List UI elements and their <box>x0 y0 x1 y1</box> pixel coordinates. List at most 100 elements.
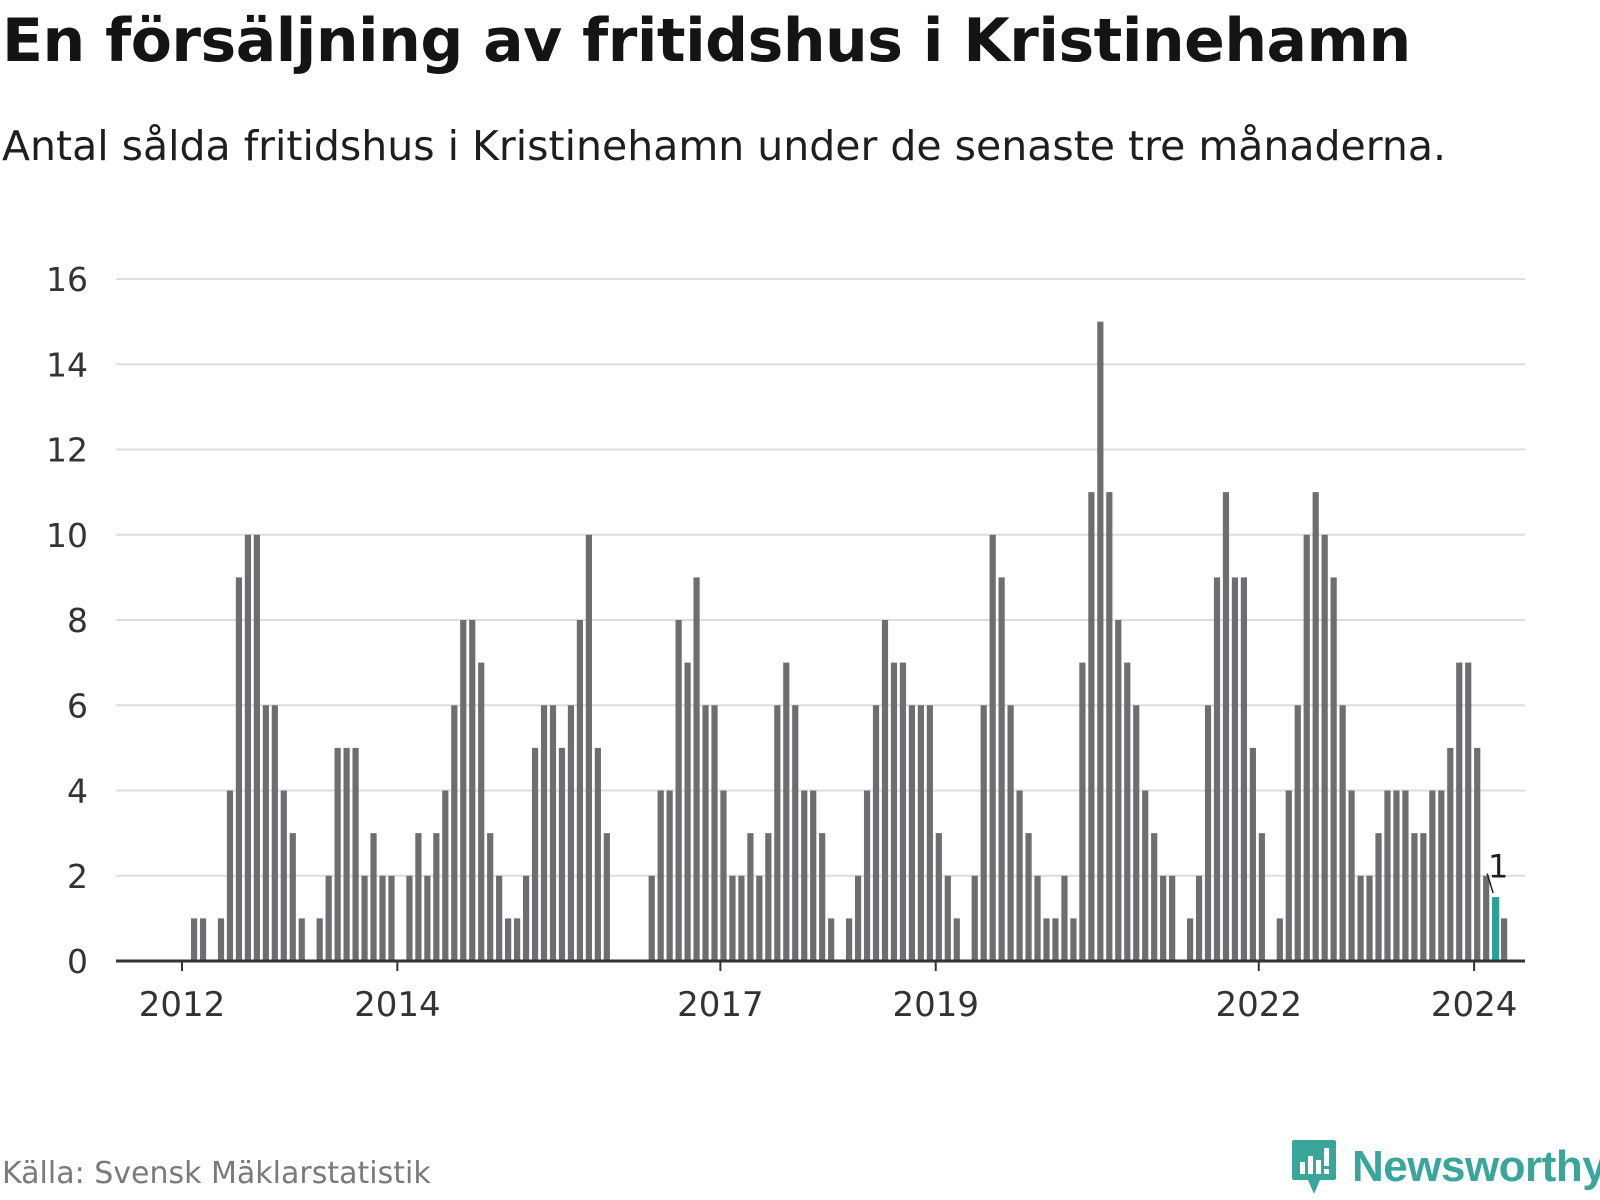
bar <box>908 705 916 961</box>
bar <box>1447 747 1454 961</box>
bar <box>1079 662 1086 961</box>
bar <box>522 875 530 961</box>
bar <box>657 790 664 961</box>
brand[interactable]: Newsworthy <box>1290 1138 1600 1196</box>
bar <box>1025 833 1032 961</box>
bar <box>1240 577 1248 961</box>
bar <box>280 790 287 961</box>
y-tick-label: 12 <box>46 431 88 470</box>
bar <box>738 875 745 961</box>
y-tick-label: 16 <box>46 260 88 299</box>
chart-subtitle: Antal sålda fritidshus i Kristinehamn un… <box>2 122 1447 170</box>
bar <box>1330 577 1337 961</box>
bar <box>1169 875 1176 961</box>
bar <box>469 620 476 961</box>
bar <box>343 747 350 961</box>
bar <box>298 918 305 961</box>
bar <box>1124 662 1131 961</box>
bar <box>1321 534 1328 961</box>
bar <box>1456 662 1463 961</box>
bar <box>1061 875 1068 961</box>
bar <box>971 875 978 961</box>
bar <box>989 534 996 961</box>
bar <box>926 705 933 961</box>
bar <box>1160 875 1167 961</box>
bar <box>1384 790 1391 961</box>
y-tick-label: 0 <box>67 942 88 981</box>
bar <box>899 662 907 961</box>
bar <box>1276 918 1283 961</box>
brand-name: Newsworthy <box>1352 1142 1600 1191</box>
bar <box>253 534 260 961</box>
bar <box>388 875 395 961</box>
bar <box>567 705 575 961</box>
bar <box>451 705 458 961</box>
bar <box>478 662 485 961</box>
x-tick-label: 2017 <box>677 985 764 1025</box>
bar <box>603 833 610 961</box>
bar <box>1438 790 1445 961</box>
bar <box>262 705 269 961</box>
bar <box>1393 790 1400 961</box>
y-tick-label: 6 <box>67 686 88 725</box>
bar <box>558 747 566 961</box>
bar <box>289 833 296 961</box>
bar <box>370 833 377 961</box>
bar <box>881 620 889 961</box>
bar <box>1151 833 1158 961</box>
bar <box>729 875 736 961</box>
bar <box>1429 790 1436 961</box>
bar <box>666 790 673 961</box>
x-tick-label: 2012 <box>139 985 226 1025</box>
bar <box>935 833 942 961</box>
bar <box>424 875 431 961</box>
bar <box>1465 662 1472 961</box>
bar <box>549 705 557 961</box>
bar <box>1195 875 1203 961</box>
bar <box>819 833 826 961</box>
y-tick-label: 8 <box>67 601 88 640</box>
bar <box>774 705 781 961</box>
bar <box>334 747 341 961</box>
bar <box>702 705 709 961</box>
bar <box>1231 577 1239 961</box>
y-tick-label: 2 <box>67 857 88 896</box>
bar <box>1474 747 1481 961</box>
bar <box>496 875 503 961</box>
chart-title: En försäljning av fritidshus i Kristineh… <box>2 6 1411 76</box>
bar <box>1222 492 1230 961</box>
bar <box>693 577 700 961</box>
bar <box>917 705 924 961</box>
bar <box>953 918 960 961</box>
bar <box>720 790 727 961</box>
bar <box>415 833 422 961</box>
bar <box>576 620 584 961</box>
bar <box>872 705 880 961</box>
bar <box>505 918 512 961</box>
bar <box>433 833 440 961</box>
x-tick-label: 2019 <box>892 985 979 1025</box>
bar <box>585 534 592 961</box>
bar <box>199 918 207 961</box>
bar <box>1052 918 1059 961</box>
bar <box>1375 833 1382 961</box>
bar <box>792 705 799 961</box>
bar <box>675 620 682 961</box>
bar <box>487 833 494 961</box>
bar <box>460 620 467 961</box>
bar <box>783 662 790 961</box>
bar <box>1483 875 1490 961</box>
bar <box>1204 705 1212 961</box>
bar <box>316 918 323 961</box>
bar <box>998 577 1005 961</box>
bar <box>1016 790 1023 961</box>
bar <box>1043 918 1050 961</box>
bar <box>756 875 763 961</box>
bar <box>190 918 198 961</box>
bar <box>944 875 951 961</box>
bar <box>765 833 772 961</box>
bar <box>379 875 386 961</box>
newsworthy-logo-icon <box>1292 1140 1336 1194</box>
bar <box>1249 747 1256 961</box>
bar <box>1357 875 1364 961</box>
